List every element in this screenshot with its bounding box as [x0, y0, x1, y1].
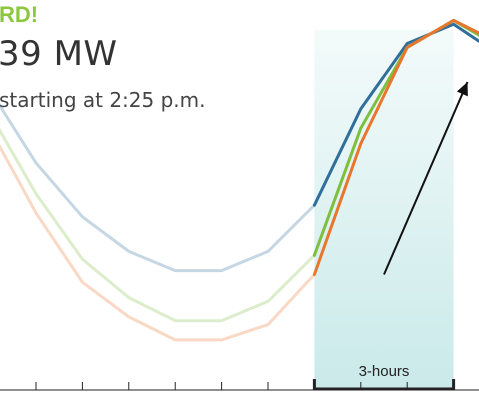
- rise-arrow-head: [456, 82, 468, 97]
- series-2-faded-line-0: [0, 144, 316, 342]
- series-0-faded-line-0: [0, 103, 316, 273]
- series-0-line: [312, 22, 479, 207]
- series-1-faded-line-0: [0, 127, 316, 323]
- record-headline: RD!: [0, 2, 39, 27]
- peak-demand-value: 39 MW: [0, 34, 118, 74]
- highlight-window: [314, 30, 454, 390]
- peak-start-time: starting at 2:25 p.m.: [0, 88, 206, 112]
- window-label: 3-hours: [359, 363, 410, 380]
- rise-arrow: [383, 81, 469, 275]
- series-2-line: [312, 18, 479, 276]
